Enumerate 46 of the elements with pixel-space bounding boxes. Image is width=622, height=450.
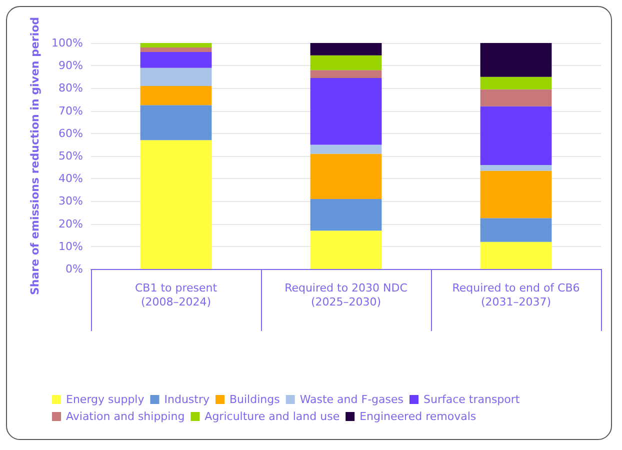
bar: [310, 154, 382, 199]
bar: [480, 170, 552, 218]
legend-label: Industry: [164, 393, 210, 406]
bar: [480, 43, 552, 77]
legend-label: Waste and F-gases: [300, 393, 404, 406]
y-tick-label: 40%: [58, 172, 83, 186]
bar: [140, 68, 212, 86]
legend-label: Buildings: [229, 393, 280, 406]
y-tick-label: 50%: [58, 150, 83, 162]
y-tick-label: 20%: [58, 217, 83, 230]
y-tick-label: 80%: [58, 82, 83, 95]
y-tick-label: 90%: [58, 59, 83, 72]
bar: [310, 144, 382, 154]
y-tick-label: 30%: [58, 194, 83, 208]
legend-label: Engineered removals: [360, 410, 476, 423]
bar: [140, 48, 212, 52]
bar: [310, 78, 382, 145]
bar: [310, 230, 382, 269]
bar: [140, 105, 212, 140]
y-tick-label: 100%: [52, 36, 83, 50]
legend-label: Agriculture and land use: [204, 410, 340, 423]
bar: [480, 76, 552, 90]
bar: [310, 70, 382, 78]
y-tick-label: 10%: [58, 240, 83, 253]
y-tick-label: 60%: [58, 126, 83, 140]
y-tick-label: 70%: [58, 104, 83, 118]
x-tick-label: CB1 to present (2008–2024): [134, 282, 218, 308]
legend-label: Energy supply: [66, 393, 145, 406]
bar: [310, 198, 382, 231]
bar: [480, 106, 552, 166]
bar: [140, 52, 212, 68]
bar: [480, 165, 552, 171]
y-axis-title: Share of emissions reduction in given period: [28, 16, 42, 296]
bar: [310, 43, 382, 56]
bar: [140, 43, 212, 48]
legend-label: Aviation and shipping: [66, 410, 185, 423]
bar: [140, 140, 212, 269]
bar: [140, 86, 212, 106]
legend-label: Surface transport: [424, 393, 520, 406]
bar: [310, 55, 382, 70]
bar: [480, 218, 552, 242]
x-tick-label: Required to 2030 NDC (2025–2030): [284, 282, 408, 308]
bar: [480, 89, 552, 106]
bar: [480, 242, 552, 269]
x-tick-label: Required to end of CB6 (2031–2037): [452, 282, 580, 308]
y-tick-label: 0%: [66, 262, 83, 276]
